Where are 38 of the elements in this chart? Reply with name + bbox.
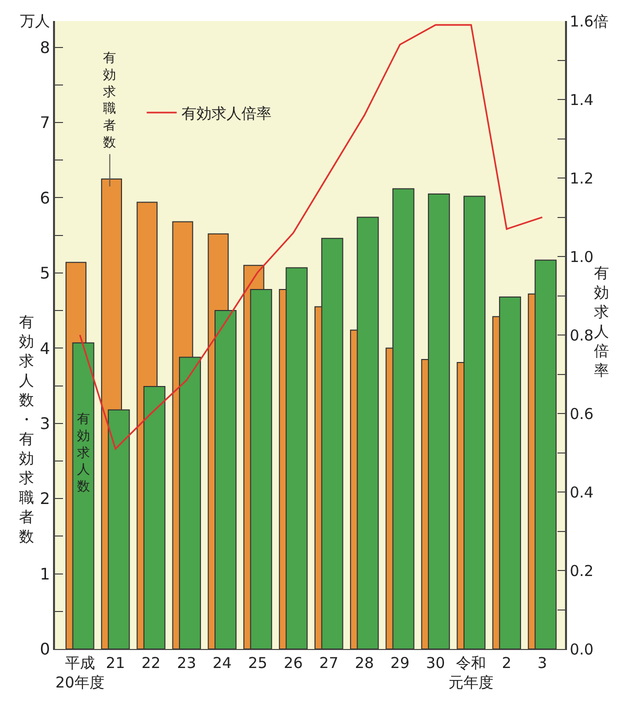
x-tick-label: 21 bbox=[106, 654, 126, 672]
text: 有効求人数・有効求職者数 bbox=[19, 313, 34, 546]
y2-tick-label: 1.4 bbox=[570, 90, 594, 109]
y-tick-label: 2 bbox=[40, 489, 50, 508]
y-tick-label: 0 bbox=[40, 640, 50, 659]
y-tick-label: 6 bbox=[40, 188, 50, 208]
x-tick-label: 令和元年度 bbox=[448, 654, 494, 692]
y2-tick-label: 1.6倍 bbox=[570, 12, 609, 30]
x-tick-label: 24 bbox=[212, 654, 232, 672]
y2-tick-label: 1.2 bbox=[570, 169, 594, 188]
y-tick-label: 3 bbox=[40, 414, 50, 433]
y2-tick-label: 0.0 bbox=[570, 640, 594, 658]
x-tick-label: 29 bbox=[390, 654, 410, 672]
x-tick-label: 28 bbox=[354, 654, 374, 672]
y-tick-label: 4 bbox=[40, 338, 50, 358]
x-tick-label: 27 bbox=[319, 654, 338, 672]
x-tick-label: 3 bbox=[537, 654, 548, 672]
x-tick-label: 30 bbox=[426, 654, 446, 672]
x-tick-label: 平成20年度 bbox=[55, 654, 104, 692]
y2-tick-label: 0.4 bbox=[570, 483, 594, 502]
y2-tick-label: 0.8 bbox=[570, 326, 594, 344]
x-tick-label: 25 bbox=[248, 654, 268, 672]
y2-tick-label: 1.0 bbox=[570, 248, 594, 266]
x-tick-label: 22 bbox=[141, 654, 161, 672]
y-tick-label: 8 bbox=[40, 38, 50, 57]
y2-axis-title: 有効求人倍率 bbox=[594, 264, 609, 380]
legend-label: 有効求人倍率 bbox=[182, 104, 272, 122]
x-tick-label: 26 bbox=[284, 654, 303, 672]
y2-tick-label: 0.6 bbox=[570, 404, 594, 423]
series-label: 有効求人数 bbox=[77, 412, 90, 495]
text: 万人 bbox=[20, 12, 50, 30]
x-tick-label: 23 bbox=[177, 654, 196, 672]
y2-tick-label: 0.2 bbox=[570, 562, 594, 580]
text: 有効求職者数 bbox=[103, 51, 116, 150]
y-tick-label: 7 bbox=[40, 113, 50, 132]
x-tick-label: 2 bbox=[502, 654, 512, 672]
y-tick-label: 5 bbox=[40, 264, 50, 283]
y-tick-label: 1 bbox=[40, 564, 50, 584]
